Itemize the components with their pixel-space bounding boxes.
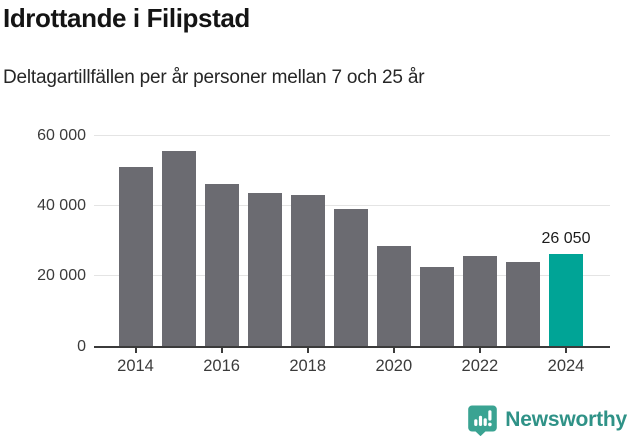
x-axis-label: 2020 <box>375 357 413 375</box>
x-axis-label: 2022 <box>461 357 499 375</box>
gridline <box>94 204 610 206</box>
bar-2016 <box>204 184 239 346</box>
gridline <box>94 134 610 136</box>
bar-2022 <box>462 256 497 346</box>
bar-2023 <box>505 261 540 346</box>
chart-subtitle: Deltagartillfällen per år personer mella… <box>3 67 425 88</box>
brand-name: Newsworthy <box>505 408 627 431</box>
bar-2020 <box>376 245 411 346</box>
x-axis-tick <box>134 348 137 353</box>
x-axis-label: 2014 <box>117 357 154 375</box>
bar-2015 <box>161 150 196 346</box>
value-label: 26 050 <box>541 230 591 248</box>
bar-2017 <box>247 193 282 346</box>
bar-2021 <box>419 266 454 346</box>
brand-footer: Newsworthy <box>467 404 627 437</box>
y-axis-label: 20 000 <box>37 267 86 285</box>
x-axis-tick <box>565 348 567 353</box>
x-axis-line <box>94 346 610 348</box>
y-axis-label: 40 000 <box>37 196 86 214</box>
x-axis-tick <box>478 348 481 353</box>
chart-title: Idrottande i Filipstad <box>3 3 250 33</box>
y-axis-label: 0 <box>77 337 86 355</box>
newsworthy-badge-icon <box>467 404 498 437</box>
x-axis-tick <box>306 348 309 353</box>
x-axis-label: 2016 <box>203 357 240 375</box>
bar-2019 <box>333 208 368 346</box>
bar-chart: 26 050 0 20 000 40 000 60 000 2014 2016 2018 20… <box>0 115 631 400</box>
bar-2024 <box>549 254 583 346</box>
bar-2018 <box>290 194 325 346</box>
x-axis-tick <box>220 348 223 353</box>
x-axis-tick <box>392 348 395 353</box>
bar-2014 <box>118 166 153 346</box>
x-axis-label: 2024 <box>547 357 585 375</box>
x-axis-label: 2018 <box>289 357 327 375</box>
y-axis-label: 60 000 <box>37 126 86 144</box>
